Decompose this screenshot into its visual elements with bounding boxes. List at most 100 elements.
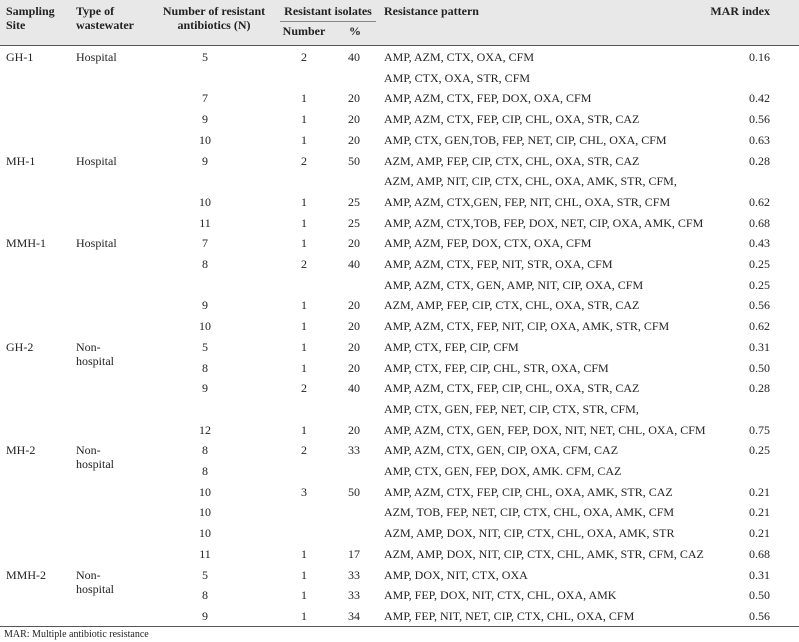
cell-mar: 0.21 [749,484,770,499]
cell-pattern: AMP, AZM, CTX, FEP, CIP, CHL, OXA, AMK, … [384,484,673,499]
cell-n: 5 [202,567,208,582]
cell-pattern: AMP, AZM, CTX, FEP, NIT, CIP, OXA, AMK, … [384,319,670,334]
cell-number: 2 [301,257,307,271]
cell-mar: 0.43 [749,236,770,251]
cell-pct: 20 [348,132,360,147]
cell-number: 2 [301,381,307,396]
cell-pattern: AZM, AMP, FEP, CIP, CTX, CHL, OXA, STR, … [384,298,640,313]
cell-pattern: AMP, FEP, NIT, NET, CIP, CTX, CHL, OXA, … [384,608,635,623]
cell-mar: 0.31 [749,339,770,354]
cell-number: 3 [301,484,307,499]
cell-n: 10 [199,526,211,541]
cell-n: 9 [202,298,208,313]
cell-number: 1 [301,339,307,354]
header-background [0,0,799,46]
cell-number: 1 [301,236,307,251]
cell-pattern: AMP, AZM, CTX, FEP, CIP, CHL, OXA, STR, … [384,112,640,127]
cell-n: 12 [199,422,211,437]
cell-number: 1 [301,112,307,127]
cell-mar: 0.21 [749,526,770,541]
cell-pattern: AMP, AZM, CTX, GEN, AMP, NIT, CIP, OXA, … [384,277,644,292]
cell-pattern: AMP, CTX, OXA, STR, CFM [384,70,531,85]
cell-mar: 0.50 [749,588,770,603]
cell-n: 10 [199,505,211,520]
cell-pct: 20 [348,422,360,437]
cell-n: 11 [199,546,211,561]
cell-site: MH-1 [6,153,36,168]
cell-pct: 50 [348,153,360,168]
cell-mar: 0.25 [749,257,770,271]
cell-n: 11 [199,215,211,230]
header-number: Number [282,24,326,38]
header-pattern: Resistance pattern [384,4,479,18]
cell-n: 5 [202,339,208,354]
cell-mar: 0.21 [749,505,770,520]
cell-pattern: AMP, CTX, GEN, FEP, DOX, AMK. CFM, CAZ [384,464,622,478]
cell-pattern: AMP, AZM, CTX, OXA, CFM [384,50,535,64]
cell-pattern: AMP, CTX, FEP, CIP, CHL, STR, OXA, CFM [384,360,609,375]
cell-n: 8 [202,360,208,375]
header-isolates: Resistant isolates [284,4,372,18]
cell-pct: 50 [348,484,360,499]
cell-type: Hospital [76,153,117,168]
cell-number: 1 [301,215,307,230]
cell-number: 1 [301,319,307,334]
cell-number: 1 [301,608,307,623]
cell-n: 8 [202,464,208,478]
cell-mar: 0.42 [749,91,770,106]
cell-pattern: AZM, TOB, FEP, NET, CIP, CTX, CHL, OXA, … [384,505,675,520]
cell-pct: 17 [348,546,360,561]
cell-mar: 0.56 [749,608,770,623]
cell-site: GH-1 [6,50,34,64]
cell-mar: 0.31 [749,567,770,582]
cell-number: 1 [301,588,307,603]
footnote: MAR: Multiple antibiotic resistance [4,629,149,640]
cell-number: 1 [301,194,307,209]
cell-mar: 0.63 [749,132,770,147]
header-n: Number of resistant antibiotics (N) [162,4,266,32]
cell-pct: 20 [348,91,360,106]
cell-type: Non-hospital [76,567,114,596]
cell-n: 9 [202,153,208,168]
cell-site: GH-2 [6,339,34,354]
header-type: Type of wastewater [76,4,134,32]
cell-pct: 34 [348,608,360,623]
cell-mar: 0.28 [749,381,770,396]
cell-mar: 0.56 [749,112,770,127]
cell-pattern: AMP, AZM, CTX,TOB, FEP, DOX, NET, CIP, O… [384,215,704,230]
cell-pct: 40 [348,50,360,64]
cell-number: 1 [301,132,307,147]
cell-mar: 0.25 [749,443,770,458]
cell-mar: 0.68 [749,546,770,561]
cell-pattern: AMP, AZM, FEP, DOX, CTX, OXA, CFM [384,236,592,251]
cell-pattern: AZM, AMP, DOX, NIT, CIP, CTX, CHL, AMK, … [384,546,704,561]
cell-pct: 40 [348,381,360,396]
cell-number: 1 [301,91,307,106]
cell-n: 7 [202,236,208,251]
cell-pct: 20 [348,112,360,127]
cell-mar: 0.62 [749,194,770,209]
header-pct: % [349,24,361,38]
cell-type: Hospital [76,50,117,64]
cell-type: Hospital [76,236,117,251]
cell-number: 2 [301,50,307,64]
cell-pattern: AMP, AZM, CTX, GEN, FEP, DOX, NIT, NET, … [384,422,706,437]
cell-pct: 20 [348,319,360,334]
cell-pattern: AZM, AMP, DOX, NIT, CIP, CTX, CHL, OXA, … [384,526,675,541]
cell-mar: 0.50 [749,360,770,375]
cell-n: 5 [202,50,208,64]
cell-number: 2 [301,153,307,168]
cell-mar: 0.62 [749,319,770,334]
cell-pct: 33 [348,567,360,582]
cell-pattern: AMP, CTX, GEN, FEP, NET, CIP, CTX, STR, … [384,401,639,416]
cell-mar: 0.28 [749,153,770,168]
cell-pct: 20 [348,360,360,375]
cell-n: 10 [199,194,211,209]
cell-n: 8 [202,588,208,603]
cell-n: 8 [202,443,208,458]
cell-type: Non-hospital [76,443,114,472]
cell-number: 1 [301,546,307,561]
cell-mar: 0.68 [749,215,770,230]
cell-pattern: AMP, AZM, CTX, GEN, CIP, OXA, CFM, CAZ [384,443,619,458]
